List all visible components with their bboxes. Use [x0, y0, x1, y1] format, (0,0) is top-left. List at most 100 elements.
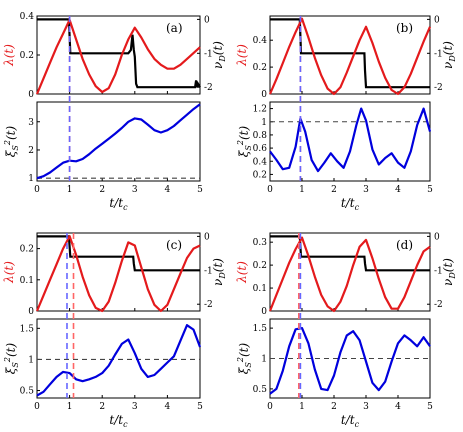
y-tick-label-right: -1 [204, 266, 213, 276]
x-tick-label: 5 [427, 185, 433, 195]
top-axes-frame [36, 232, 201, 312]
x-tick-label: 4 [165, 402, 171, 412]
y-tick-label-right: -1 [434, 49, 443, 59]
y-tick-label-right: -1 [204, 49, 213, 59]
y-tick-label-left: 0.1 [20, 276, 34, 286]
y-tick-label-bottom: 1.5 [20, 324, 35, 334]
x-axis-label: t/tc [109, 196, 128, 212]
y-tick-label-bottom: 3 [28, 118, 34, 128]
x-tick-label: 0 [267, 185, 273, 195]
bottom-axes-frame [36, 318, 201, 399]
y-tick-label-right: -2 [434, 83, 443, 93]
y-tick-label-bottom: 0.5 [20, 387, 35, 397]
y-axis-label-lambda: λ(t) [235, 261, 249, 284]
y-tick-label-bottom: 1 [28, 355, 34, 365]
y-axis-label-nu: νD(t) [211, 41, 227, 69]
y-tick-label-bottom: 2 [28, 146, 34, 156]
panel-label: (c) [166, 238, 182, 252]
y-axis-label-nu: νD(t) [441, 41, 457, 69]
x-tick-label: 1 [67, 185, 73, 195]
x-tick-label: 2 [331, 185, 337, 195]
y-axis-label-xi: ξS2(t) [3, 342, 20, 374]
series-lambda [268, 236, 431, 313]
x-tick-label: 3 [363, 185, 369, 195]
bottom-axes-frame [269, 101, 431, 182]
x-tick-label: 1 [67, 402, 73, 412]
y-tick-label-right: -2 [204, 300, 213, 310]
y-tick-label-left: 0 [28, 90, 34, 100]
y-tick-label-bottom: 1.5 [253, 324, 268, 334]
y-tick-label-left: 0.2 [253, 261, 267, 271]
x-tick-label: 0 [34, 402, 40, 412]
x-tick-label: 4 [395, 402, 401, 412]
x-tick-label: 4 [165, 185, 171, 195]
y-tick-label-left: 0.1 [253, 284, 267, 294]
top-axes-frame [269, 15, 431, 95]
y-tick-label-left: 0.3 [253, 238, 268, 248]
y-tick-label-bottom: 0.2 [253, 170, 267, 180]
x-tick-label: 3 [363, 402, 369, 412]
series-xi [269, 327, 431, 395]
series-lambda [268, 17, 432, 96]
x-tick-label: 2 [99, 402, 105, 412]
y-tick-label-right: 0 [434, 15, 440, 25]
y-tick-label-bottom: 1 [261, 118, 267, 128]
y-tick-label-left: 0.4 [253, 36, 268, 46]
y-tick-label-right: 0 [204, 15, 210, 25]
series-xi [36, 324, 202, 397]
top-axes-frame [269, 232, 431, 312]
y-tick-label-bottom: 1.2 [253, 105, 267, 115]
y-axis-label-lambda: λ(t) [2, 44, 16, 67]
x-tick-label: 3 [132, 402, 138, 412]
x-axis-label: t/tc [341, 413, 360, 429]
y-axis-label-xi: ξS2(t) [236, 125, 253, 157]
series-lambda [35, 18, 201, 95]
x-tick-label: 5 [197, 185, 203, 195]
x-tick-label: 1 [299, 402, 305, 412]
y-tick-label-bottom: 0.4 [253, 157, 268, 167]
y-axis-label-xi: ξS2(t) [3, 125, 20, 157]
y-axis-label-lambda: λ(t) [235, 44, 249, 67]
y-tick-label-left: 0 [261, 307, 267, 317]
x-tick-label: 5 [427, 402, 433, 412]
y-tick-label-bottom: 0.8 [253, 131, 268, 141]
y-tick-label-right: 0 [204, 232, 210, 242]
y-tick-label-left: 0 [261, 90, 267, 100]
bottom-axes-frame [36, 101, 201, 182]
series-xi [269, 107, 432, 173]
y-tick-label-left: 0 [28, 307, 34, 317]
y-axis-label-nu: νD(t) [441, 258, 457, 286]
y-tick-label-right: -1 [434, 266, 443, 276]
y-tick-label-right: -2 [434, 300, 443, 310]
y-axis-label-nu: νD(t) [211, 258, 227, 286]
y-tick-label-bottom: 1 [261, 355, 267, 365]
y-tick-label-right: -2 [204, 83, 213, 93]
y-axis-label-lambda: λ(t) [2, 261, 16, 284]
y-tick-label-right: 0 [434, 232, 440, 242]
y-tick-label-bottom: 1 [28, 174, 34, 184]
y-tick-label-left: 0.4 [20, 12, 35, 22]
y-tick-label-bottom: 0.6 [253, 144, 268, 154]
panel-d: 0 1 2 3 4 5 t/tc 0 0.1 0.2 0.3 0 -1 -2 0.5 1 1.5 λ(t) νD(t… [235, 232, 457, 429]
y-tick-label-left: 0.2 [20, 245, 34, 255]
series-lambda [35, 235, 201, 313]
x-tick-label: 4 [395, 185, 401, 195]
series-xi [36, 103, 201, 180]
x-tick-label: 0 [34, 185, 40, 195]
x-tick-label: 1 [299, 185, 305, 195]
x-axis-label: t/tc [109, 413, 128, 429]
panel-c: 0 1 2 3 4 5 t/tc 0 0.1 0.2 0 -1 -2 0.5 1 1.5 λ(t) νD(t) ξS… [2, 232, 227, 429]
x-tick-label: 2 [99, 185, 105, 195]
panel-label: (b) [396, 21, 413, 35]
x-tick-label: 3 [132, 185, 138, 195]
x-tick-label: 2 [331, 402, 337, 412]
x-axis-label: t/tc [341, 196, 360, 212]
panel-label: (d) [396, 238, 413, 252]
y-tick-label-bottom: 0.5 [253, 385, 268, 395]
y-axis-label-xi: ξS2(t) [236, 342, 253, 374]
panel-label: (a) [166, 21, 183, 35]
x-tick-label: 5 [197, 402, 203, 412]
y-tick-label-left: 0.2 [253, 63, 267, 73]
